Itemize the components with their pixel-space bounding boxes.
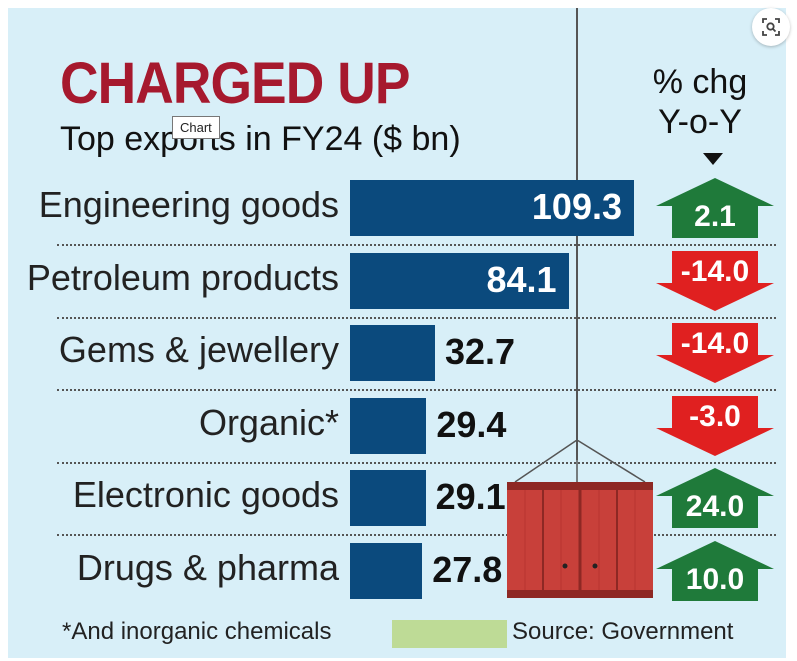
chart-tooltip: Chart	[172, 116, 220, 139]
change-down-arrow: -14.0	[654, 249, 776, 313]
arrow-up-icon	[656, 468, 774, 528]
change-up-arrow: 10.0	[654, 539, 776, 603]
change-up-arrow: 2.1	[654, 176, 776, 240]
down-pointer-icon	[703, 153, 723, 165]
category-label: Electronic goods	[72, 474, 339, 515]
row-separator	[57, 244, 776, 246]
arrow-down-icon	[656, 395, 774, 456]
arrow-down-icon	[656, 323, 774, 383]
change-up-arrow: 24.0	[654, 466, 776, 530]
change-down-arrow: -14.0	[654, 321, 776, 385]
source-note: Source: Government	[512, 618, 734, 645]
bar	[350, 252, 569, 309]
value-label: 109.3	[531, 186, 622, 227]
row-separator	[57, 534, 776, 536]
change-value: 24.0	[685, 490, 745, 523]
arrow-up-icon	[656, 540, 774, 601]
change-header-line1: % chg	[652, 63, 748, 101]
value-label: 29.1	[435, 476, 506, 517]
category-label: Engineering goods	[38, 184, 339, 225]
change-header: % chg Y-o-Y	[630, 62, 770, 142]
footnote: *And inorganic chemicals	[62, 618, 332, 645]
row-separator	[57, 389, 776, 391]
bar	[350, 325, 435, 381]
shipping-container-icon	[507, 440, 653, 598]
focus-lens-button[interactable]	[752, 8, 790, 46]
bar	[350, 542, 423, 599]
bar-row: Engineering goods 109.3 2.1	[0, 176, 797, 248]
change-down-arrow: -3.0	[654, 394, 776, 458]
bar	[350, 470, 426, 526]
category-label: Organic*	[198, 401, 339, 443]
category-label: Gems & jewellery	[58, 329, 339, 370]
chart-title: CHARGED UP	[60, 51, 410, 116]
value-label: 27.8	[432, 548, 503, 590]
bar-row: Electronic goods 29.1 24.0	[0, 466, 797, 538]
value-label: 84.1	[486, 258, 557, 300]
arrow-down-icon	[656, 250, 774, 311]
change-value: 2.1	[694, 200, 736, 233]
row-separator	[57, 316, 776, 319]
focus-lens-icon	[762, 18, 780, 36]
bar-row: Drugs & pharma 27.8 10.0	[0, 539, 797, 611]
bar	[350, 180, 634, 236]
bar	[350, 397, 427, 454]
arrow-up-icon	[656, 178, 774, 238]
row-separator	[57, 461, 776, 464]
change-value: -3.0	[689, 399, 741, 433]
bar-row: Organic* 29.4 -3.0	[0, 394, 797, 466]
category-label: Drugs & pharma	[76, 546, 339, 588]
change-value: -14.0	[680, 327, 750, 360]
bar-row: Petroleum products 84.1 -14.0	[0, 249, 797, 321]
chart-subtitle: Top exports in FY24 ($ bn)	[60, 120, 461, 158]
value-label: 32.7	[444, 331, 516, 372]
category-label: Petroleum products	[26, 256, 339, 298]
value-label: 29.4	[436, 403, 507, 445]
change-header-line2: Y-o-Y	[658, 103, 742, 141]
color-swatch	[392, 620, 507, 648]
change-value: -14.0	[680, 254, 750, 288]
bar-row: Gems & jewellery 32.7 -14.0	[0, 321, 797, 393]
change-value: 10.0	[685, 562, 745, 596]
